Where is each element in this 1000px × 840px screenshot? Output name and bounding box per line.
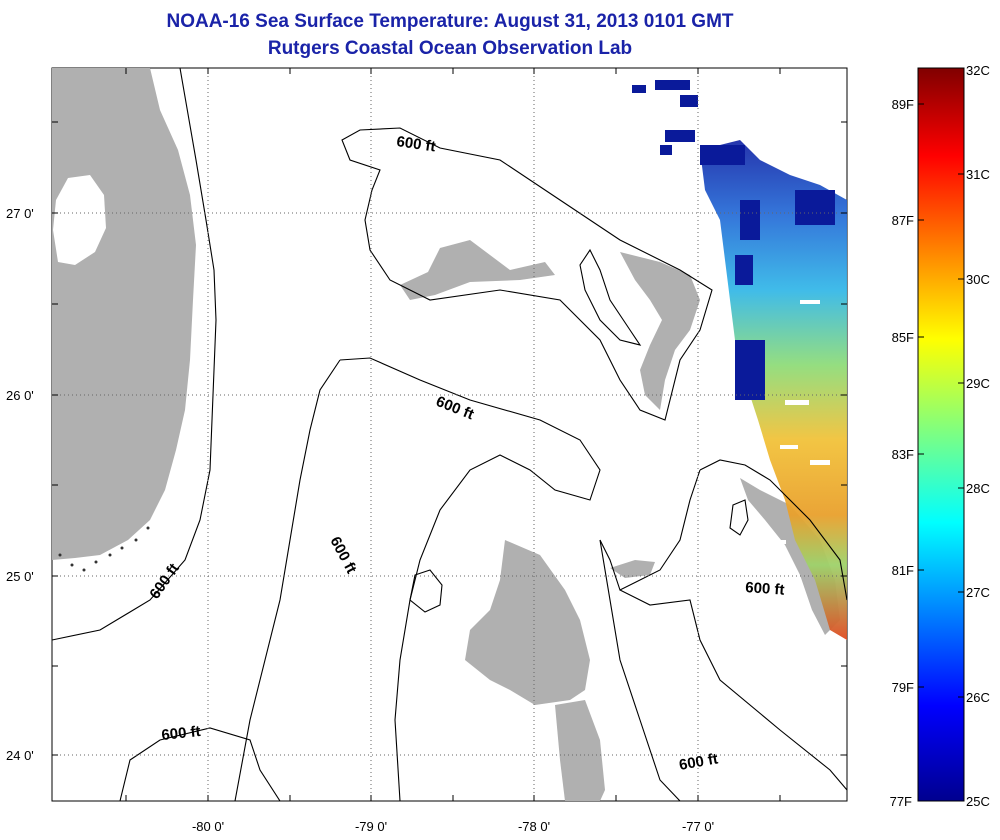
fahrenheit-label: 83F: [892, 447, 914, 462]
contour-label: 600 ft: [745, 579, 785, 599]
frame-ticks: [52, 68, 847, 801]
colorbar: [917, 67, 965, 802]
andros-land: [465, 540, 590, 705]
fahrenheit-label: 89F: [892, 97, 914, 112]
celsius-label: 27C: [966, 585, 990, 600]
lon-label: -78 0': [518, 819, 550, 834]
depth-contours: [52, 68, 847, 801]
abaco-land: [620, 252, 700, 410]
lake-okeechobee: [53, 175, 106, 265]
celsius-label: 28C: [966, 481, 990, 496]
lon-label: -79 0': [355, 819, 387, 834]
celsius-label: 30C: [966, 272, 990, 287]
celsius-label: 26C: [966, 690, 990, 705]
fahrenheit-label: 87F: [892, 213, 914, 228]
sst-swath: [632, 80, 847, 640]
lat-label: 27 0': [6, 206, 34, 221]
fahrenheit-label: 79F: [892, 680, 914, 695]
lon-label: -80 0': [192, 819, 224, 834]
lat-label: 25 0': [6, 569, 34, 584]
graticule: [52, 68, 847, 801]
lat-label: 26 0': [6, 388, 34, 403]
contour-label: 600 ft: [161, 723, 202, 744]
lon-label: -77 0': [682, 819, 714, 834]
lat-label: 24 0': [6, 748, 34, 763]
andros-south-land: [555, 700, 605, 801]
fahrenheit-label: 81F: [892, 563, 914, 578]
florida-keys: [58, 526, 150, 572]
contour-label: 600 ft: [678, 750, 720, 774]
map-title: NOAA-16 Sea Surface Temperature: August …: [166, 11, 734, 32]
fahrenheit-label: 85F: [892, 330, 914, 345]
fahrenheit-label: 77F: [890, 794, 912, 809]
colorbar-ticks: [918, 103, 964, 698]
grand-bahama-land: [400, 240, 555, 300]
eleuthera-land: [740, 478, 840, 635]
contour-label: 600 ft: [395, 133, 436, 155]
map-subtitle: Rutgers Coastal Ocean Observation Lab: [267, 38, 633, 59]
celsius-label: 25C: [966, 794, 990, 809]
celsius-label: 31C: [966, 167, 990, 182]
celsius-label: 29C: [966, 376, 990, 391]
new-providence-land: [610, 560, 655, 578]
celsius-label: 32C: [966, 63, 990, 78]
